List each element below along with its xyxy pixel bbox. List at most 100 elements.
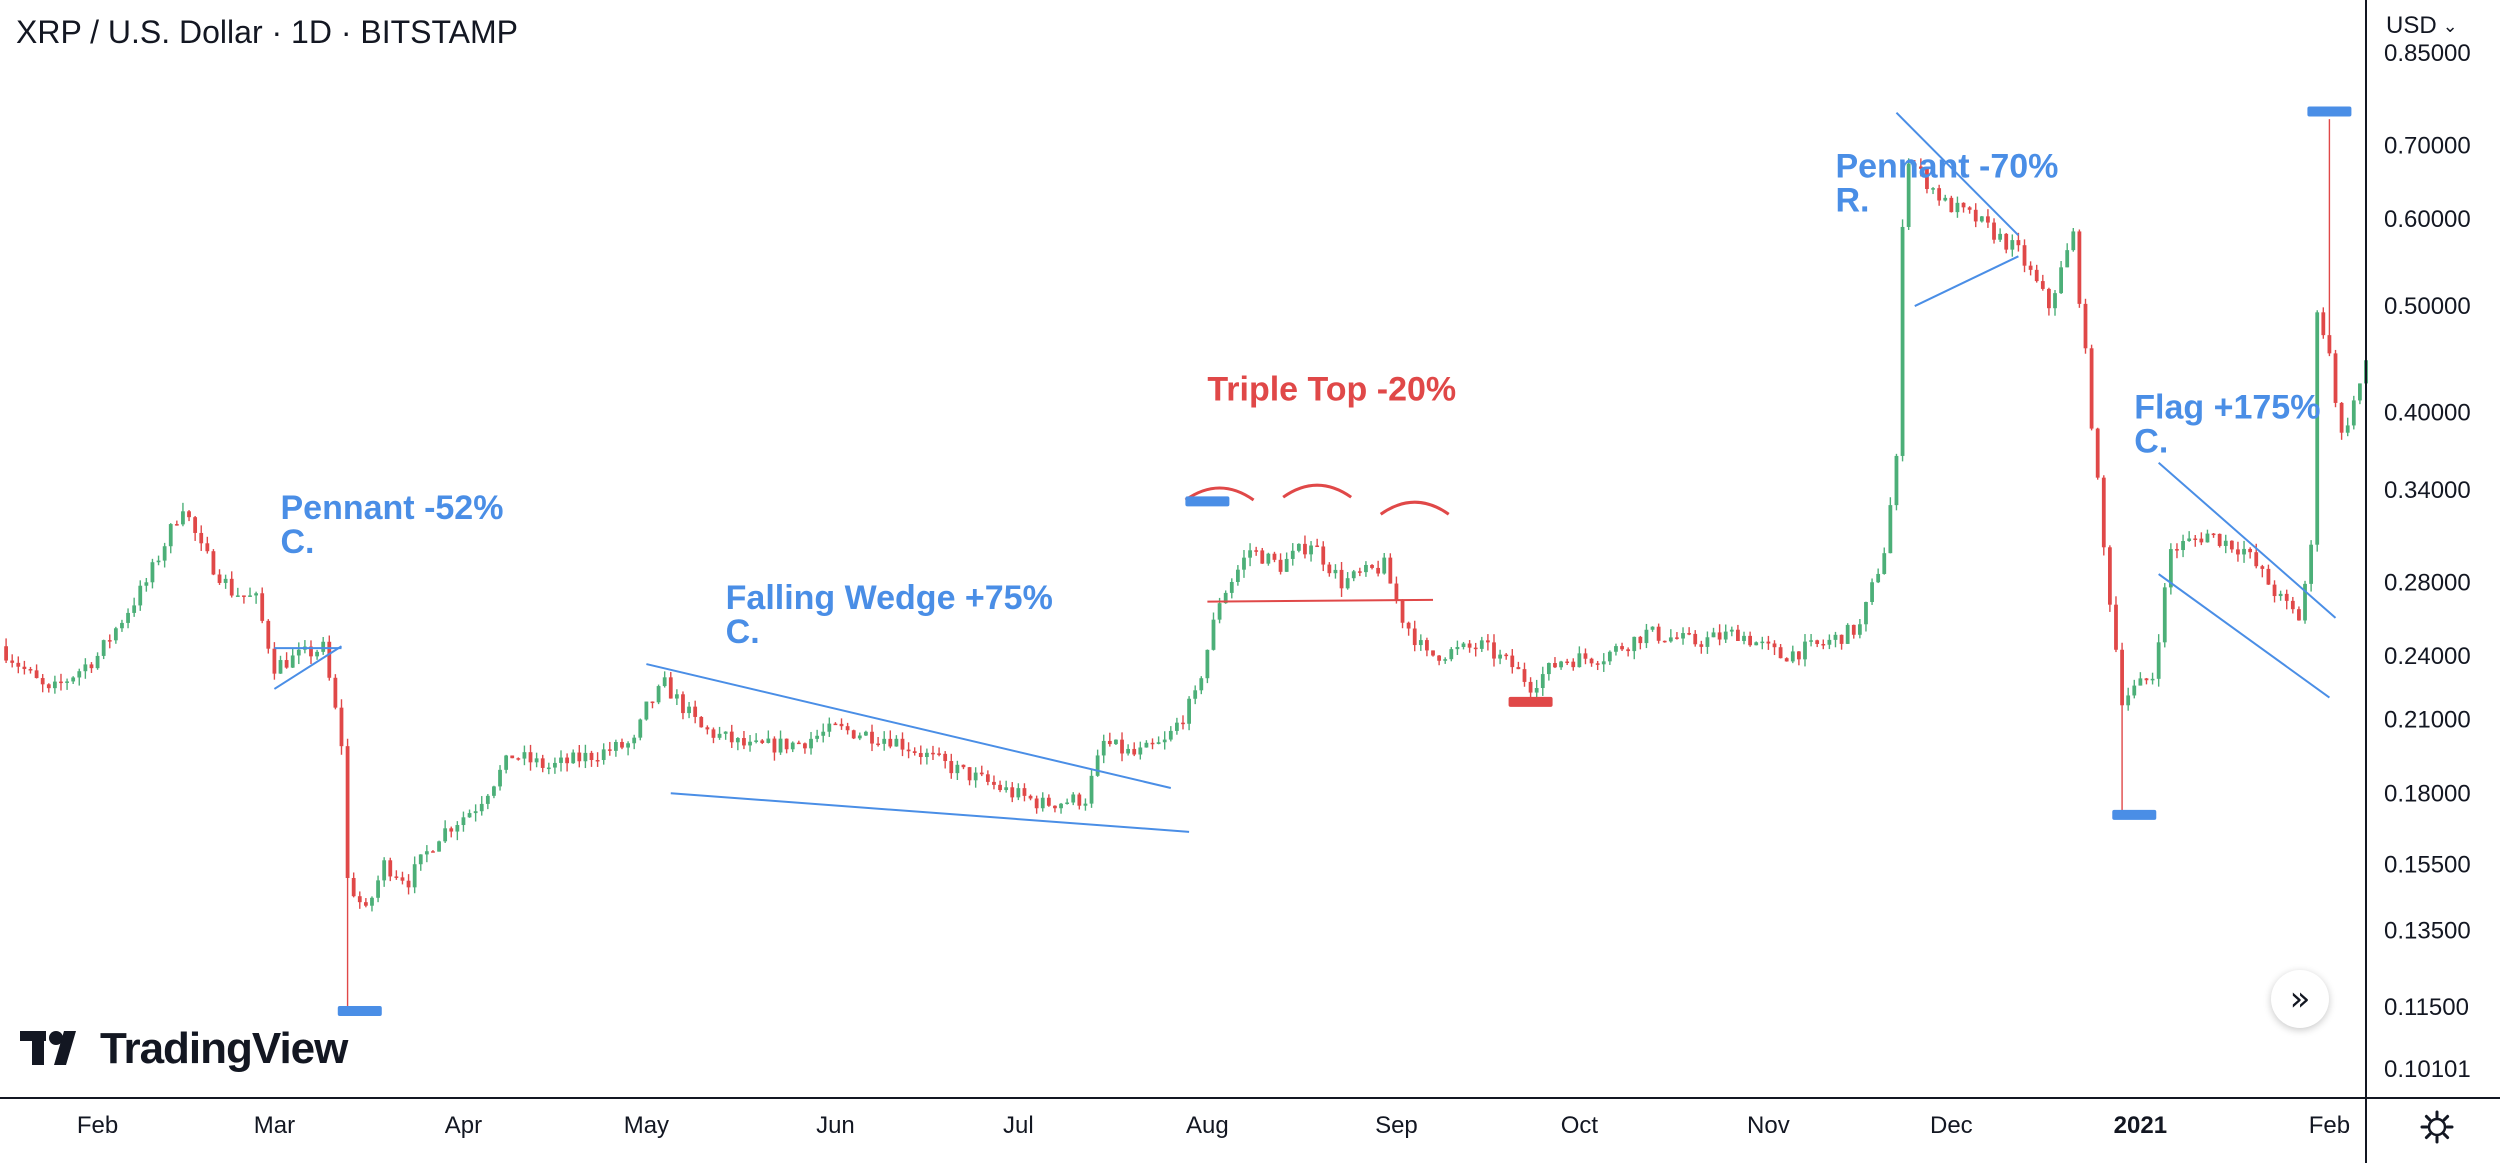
candle-body: [431, 851, 435, 853]
candle-body: [1693, 633, 1698, 645]
candle-body: [2107, 547, 2112, 605]
candle-body: [1357, 571, 1362, 573]
candle-body: [2150, 678, 2155, 681]
candle-body: [1418, 640, 1423, 646]
candle-body: [864, 731, 868, 736]
candle-body: [2321, 312, 2326, 336]
candle-body: [1187, 698, 1191, 724]
candle-body: [1986, 216, 1990, 223]
candle-body: [1046, 797, 1051, 806]
candle-body: [1876, 573, 1881, 583]
candle-body: [1961, 202, 1966, 208]
candle-body: [1461, 643, 1466, 648]
candle-body: [1528, 681, 1533, 693]
candle-body: [2162, 587, 2167, 643]
candle-body: [1199, 678, 1204, 691]
candle-body: [705, 727, 710, 730]
candle-body: [1607, 651, 1612, 662]
candle-body: [1223, 592, 1228, 604]
candle-body: [296, 649, 301, 656]
candle-body: [101, 640, 106, 656]
candle-body: [1601, 661, 1606, 665]
candle-body: [174, 524, 179, 526]
x-tick-label: Dec: [1930, 1112, 1973, 1139]
candle-body: [1583, 653, 1588, 659]
candle-body: [1296, 543, 1301, 551]
pattern-line: [646, 663, 1172, 789]
candle-body: [309, 646, 313, 657]
candle-body: [711, 729, 716, 738]
y-tick-label: 0.13500: [2384, 917, 2471, 944]
scroll-to-realtime-button[interactable]: »: [2271, 970, 2329, 1028]
double-chevron-right-icon: »: [2289, 979, 2311, 1019]
pattern-annotation-status: C.: [281, 523, 315, 561]
candle-body: [1638, 636, 1643, 644]
candle-body: [16, 662, 21, 667]
y-tick-label: 0.28000: [2384, 570, 2471, 597]
candle-body: [577, 752, 582, 762]
candle-body: [2089, 348, 2094, 429]
candle-body: [2077, 231, 2082, 304]
candle-body: [949, 761, 954, 774]
tradingview-wordmark: TradingView: [100, 1024, 348, 1073]
currency-selector[interactable]: USD ⌄: [2386, 12, 2458, 40]
candle-body: [717, 733, 722, 738]
candle-body: [333, 677, 338, 708]
candle-body: [1205, 649, 1210, 679]
annotations-layer: Pennant -52%C.Falling Wedge +75%C.Triple…: [281, 147, 2321, 651]
candle-body: [961, 764, 966, 768]
candle-body: [260, 593, 265, 621]
candle-body: [1449, 649, 1454, 660]
candle-body: [1370, 564, 1374, 568]
candle-body: [1534, 688, 1539, 693]
candle-body: [528, 752, 533, 763]
candle-body: [2254, 552, 2259, 567]
candle-body: [803, 743, 807, 749]
candle-body: [583, 752, 588, 762]
candle-body: [1138, 747, 1143, 755]
candle-body: [729, 731, 734, 743]
pattern-annotation-status: C.: [726, 613, 760, 651]
candle-body: [601, 749, 606, 761]
candle-body: [1882, 553, 1887, 574]
candle-body: [1668, 637, 1673, 642]
candle-body: [1632, 636, 1637, 652]
candle-body: [2065, 250, 2070, 268]
candle-body: [1906, 163, 1911, 227]
candle-body: [71, 677, 76, 682]
candle-body: [1620, 646, 1624, 650]
candle-body: [2290, 600, 2295, 610]
candle-body: [1888, 505, 1893, 554]
candle-body: [1290, 550, 1295, 559]
candle-body: [498, 769, 502, 787]
candle-body: [1217, 603, 1222, 620]
gear-icon: [2420, 1110, 2454, 1144]
candle-body: [900, 738, 905, 750]
candle-body: [107, 640, 112, 642]
candle-body: [1918, 166, 1923, 169]
candle-body: [754, 740, 759, 742]
pattern-annotation-label: Triple Top -20%: [1207, 371, 1456, 409]
candle-body: [845, 726, 850, 731]
candle-body: [59, 681, 63, 684]
candle-body: [2114, 604, 2118, 650]
candle-body: [2132, 685, 2137, 696]
candle-body: [2004, 233, 2009, 250]
candle-body: [2028, 265, 2033, 270]
candle-body: [815, 735, 820, 739]
candle-body: [1784, 658, 1789, 662]
currency-label: USD: [2386, 12, 2437, 39]
y-tick-label: 0.50000: [2384, 293, 2471, 320]
chart-settings-button[interactable]: [2415, 1105, 2459, 1149]
candle-body: [1071, 794, 1076, 803]
candle-body: [1937, 188, 1942, 201]
candle-body: [1248, 550, 1252, 558]
candle-body: [1931, 188, 1935, 190]
candle-body: [1748, 635, 1752, 646]
candle-body: [1656, 626, 1661, 641]
y-tick-label: 0.40000: [2384, 399, 2471, 426]
x-tick-label: Aug: [1186, 1112, 1229, 1139]
candle-body: [2040, 281, 2045, 289]
